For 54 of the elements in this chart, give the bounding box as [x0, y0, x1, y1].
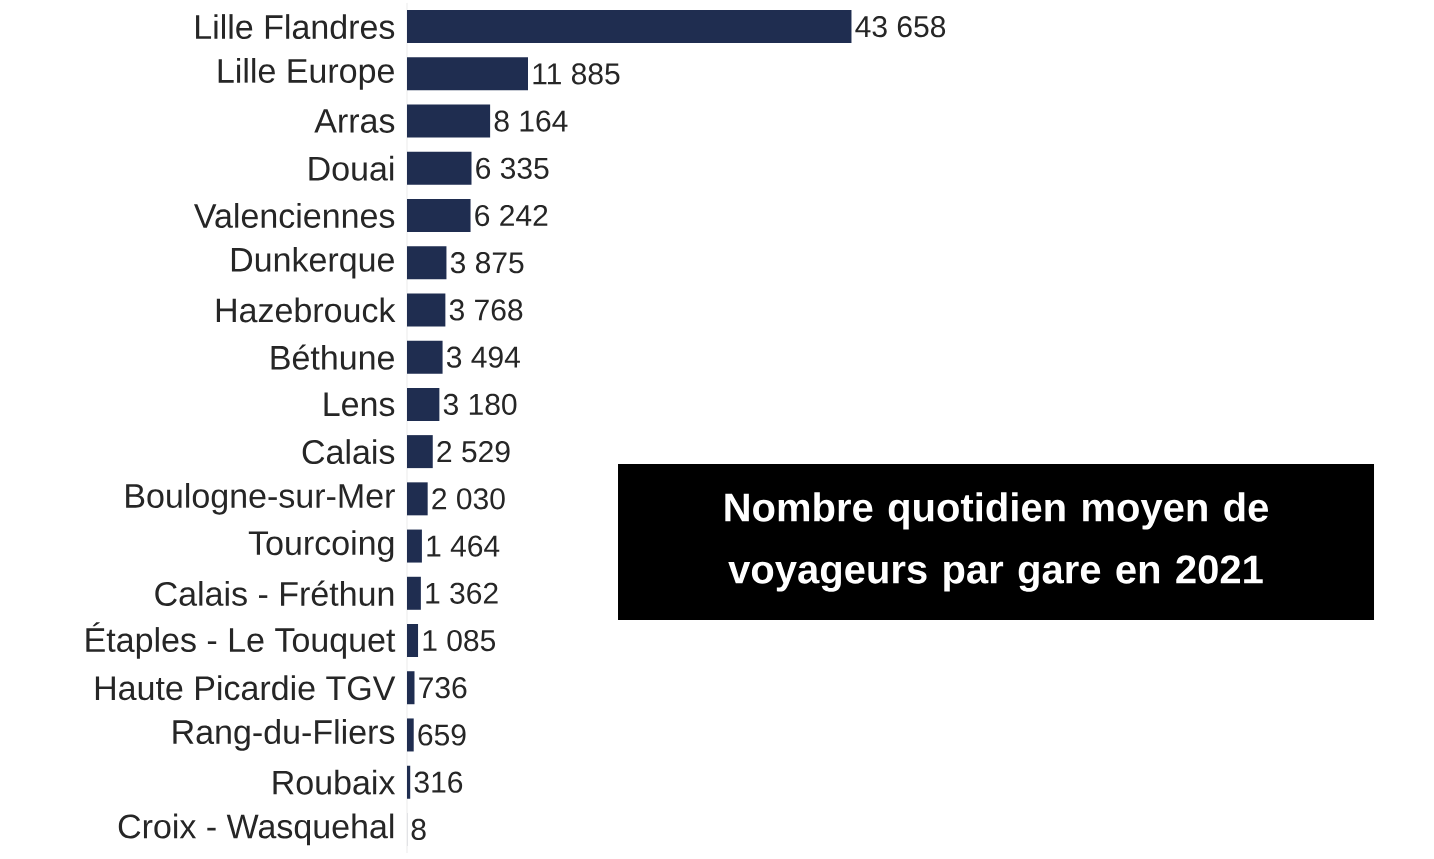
- y-tick-label: Lens: [324, 392, 395, 417]
- y-tick-label: Béthune: [271, 344, 394, 370]
- bar: [407, 624, 419, 658]
- y-tick-label: Rang-du-Fliers: [173, 719, 395, 751]
- y-tick-label: Lille Flandres: [196, 14, 395, 40]
- y-tick-label: Tourcoing: [248, 530, 394, 562]
- y-tick-label: Étaples - Le Touquet: [86, 622, 396, 659]
- data-label: 8: [411, 818, 426, 841]
- data-label: 2 030: [432, 488, 505, 510]
- y-tick-label: Douai: [309, 155, 394, 181]
- y-tick-label: Roubaix: [273, 769, 396, 795]
- bar: [407, 671, 415, 705]
- data-label: 736: [419, 677, 467, 699]
- data-label: 316: [414, 771, 463, 793]
- bar: [407, 435, 433, 469]
- data-label: 3 768: [449, 299, 523, 321]
- y-tick-label: Valenciennes: [194, 203, 395, 228]
- data-label: 1 085: [423, 629, 496, 652]
- bar: [407, 387, 440, 421]
- bar: [407, 482, 428, 516]
- bar: [407, 10, 852, 44]
- y-tick-label: Calais: [302, 439, 395, 465]
- data-label: 3 494: [446, 346, 520, 368]
- y-tick-label: Calais - Fréthun: [155, 580, 394, 606]
- data-label: 6 335: [476, 157, 549, 179]
- bar: [407, 340, 443, 374]
- data-label: 3 875: [450, 252, 524, 274]
- bar: [407, 151, 472, 185]
- data-label: 43 658: [855, 15, 946, 38]
- bar: [407, 199, 471, 232]
- y-tick-label: Dunkerque: [231, 246, 394, 279]
- y-tick-label: Lille Europe: [218, 57, 394, 90]
- y-tick-label: Arras: [314, 109, 395, 133]
- data-label: 3 180: [443, 393, 517, 416]
- text: Nombre quotidien moyen de voyageurs par gare en 2021: [725, 492, 1268, 592]
- bar: [407, 57, 528, 91]
- bar: [407, 246, 447, 280]
- y-tick-label: Haute Picardie TGV: [95, 675, 396, 701]
- data-label: 2 529: [437, 440, 510, 463]
- data-label: 6 242: [475, 204, 548, 227]
- data-label: 8 164: [494, 110, 568, 132]
- bar: [407, 718, 414, 752]
- y-tick-label: Croix - Wasquehal: [118, 813, 394, 846]
- bar: [407, 576, 421, 610]
- data-label: 1 464: [427, 535, 500, 557]
- bar: [407, 293, 446, 327]
- y-tick-label: Boulogne-sur-Mer: [126, 482, 395, 515]
- bar: [407, 765, 411, 799]
- data-label: 1 362: [426, 582, 498, 604]
- bar: [407, 529, 422, 563]
- data-label: 659: [418, 724, 466, 746]
- y-tick-label: Hazebrouck: [216, 297, 396, 323]
- data-label: 11 885: [533, 63, 620, 85]
- bar: [407, 104, 491, 138]
